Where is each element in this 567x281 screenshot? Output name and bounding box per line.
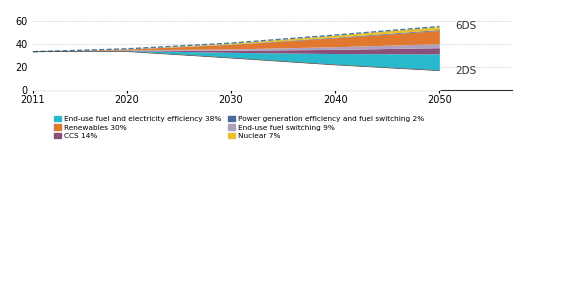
Text: 2DS: 2DS bbox=[455, 66, 476, 76]
Text: 6DS: 6DS bbox=[455, 21, 476, 31]
Legend: End-use fuel and electricity efficiency 38%, Renewables 30%, CCS 14%, Power gene: End-use fuel and electricity efficiency … bbox=[54, 115, 424, 139]
